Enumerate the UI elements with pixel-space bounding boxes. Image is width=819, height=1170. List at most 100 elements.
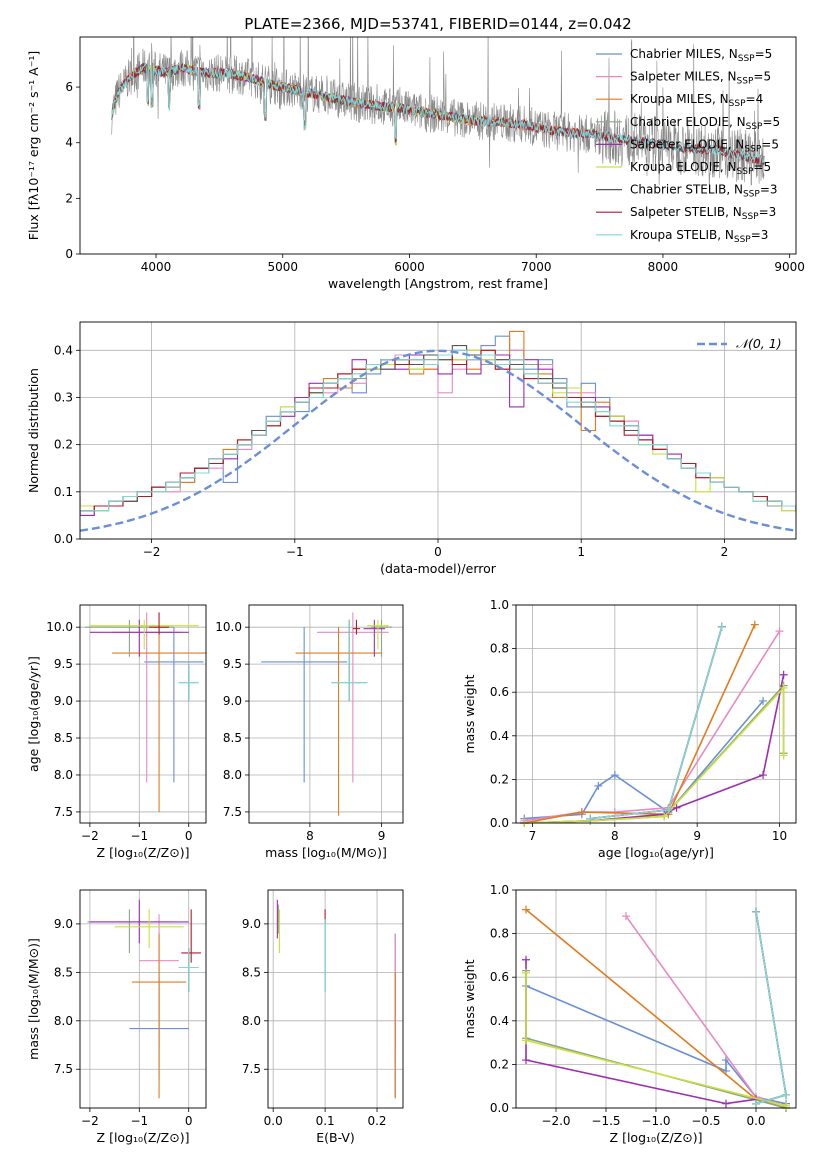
legend-label-sub: SSP (729, 99, 746, 109)
legend-label-sub: SSP (746, 122, 763, 132)
weight-marker (782, 1090, 790, 1099)
x-tick-label: 0 (185, 829, 193, 843)
legend-label-tail: =3 (759, 205, 777, 219)
residuals-axes: −2 −1 0 1 2 0.0 0.1 0.2 0.3 0.4 (data-model)/error… (26, 321, 797, 576)
mass-weight-vs-z-axes: −2.0 −1.5 −1.0 −0.5 0.0 0.0 0.2 0.4 0.6 0.8 1.0 Z [… (462, 883, 797, 1145)
y-tick-label: 8.0 (223, 768, 242, 782)
x-tick-label: 9 (378, 829, 386, 843)
y-tick-label: 0.6 (490, 970, 509, 984)
legend-label: Kroupa ELODIE, NSSP=5 (630, 160, 771, 177)
mass-vs-ebv-panel: 0.0 0.1 0.2 7.5 8.0 8.5 9.0 E(B-V) (242, 889, 404, 1145)
weight-marker (577, 808, 586, 817)
mass-vs-z-panel: −2 −1 0 7.5 8.0 8.5 9.0 Z [log₁₀(Z/Z⊙)] mass [lo… (26, 889, 207, 1145)
y-tick-label: 10.0 (215, 620, 242, 634)
legend-label-tail: =5 (753, 70, 771, 84)
y-tick-label: 0.2 (490, 772, 509, 786)
x-tick-label: 0.0 (264, 1114, 283, 1128)
x-axis-label: Z [log₁₀(Z/Z⊙)] (97, 1130, 190, 1145)
legend-label-text: Salpeter MILES, N (630, 70, 737, 84)
y-tick-label: 7.5 (54, 805, 73, 819)
x-tick-label: 6000 (394, 260, 425, 274)
legend-label: Salpeter ELODIE, NSSP=5 (630, 137, 779, 154)
y-tick-label: 9.0 (242, 917, 261, 931)
x-tick-label: 7000 (521, 260, 552, 274)
legend-label-sub: SSP (738, 54, 755, 64)
y-tick-label: 7.5 (223, 805, 242, 819)
weight-marker (779, 670, 788, 679)
weight-marker (722, 1099, 730, 1108)
mass-vs-z-axes: −2 −1 0 7.5 8.0 8.5 9.0 Z [log₁₀(Z/Z⊙)] mass [lo… (26, 889, 207, 1145)
gaussian-curve (80, 349, 796, 532)
errorbar-kroupa-stelib (178, 664, 199, 702)
weight-marker (594, 781, 603, 790)
y-tick-label: 9.0 (54, 694, 73, 708)
histogram-kroupa-stelib (80, 349, 796, 516)
x-tick-label: −0.5 (691, 1114, 720, 1128)
legend-label-tail: =5 (761, 137, 779, 151)
x-tick-label: −1 (286, 545, 304, 559)
y-axis-label: Flux [fλ10⁻¹⁷ erg cm⁻² s⁻¹ A⁻¹] (26, 51, 41, 240)
errorbar-kroupa-elodie (367, 619, 389, 650)
legend-label: Salpeter MILES, NSSP=5 (630, 70, 771, 87)
age-vs-z-axes: −2 −1 0 7.5 8.0 8.5 9.0 9.5 10.0 Z [log₁₀(Z/Z⊙)] a… (26, 604, 207, 860)
y-tick-label: 0.0 (54, 532, 73, 546)
legend-label: Chabrier STELIB, NSSP=3 (630, 183, 778, 200)
y-axis-label: mass weight (462, 674, 477, 753)
legend-label-text: Kroupa STELIB, N (630, 228, 734, 242)
legend-label-sub: SSP (737, 167, 754, 177)
errorbar-kroupa-stelib (178, 948, 199, 992)
mass-weight-vs-age-marks (520, 620, 788, 827)
legend-label: Chabrier ELODIE, NSSP=5 (630, 115, 780, 132)
errorbar-salpeter-stelib (181, 909, 202, 963)
residuals-legend: 𝒩(0, 1) (697, 336, 782, 351)
mass-vs-ebv-frame (267, 889, 404, 1109)
y-tick-label: 9.5 (54, 657, 73, 671)
weight-marker (775, 627, 784, 636)
mass-weight-vs-age-panel: 7 8 9 10 0.0 0.2 0.4 0.6 0.8 1.0 age [log₁₀(age/yr… (462, 598, 797, 860)
spectrum-marks (111, 37, 765, 191)
weight-marker (622, 912, 630, 921)
weight-marker (522, 905, 530, 914)
x-tick-label: 9 (693, 829, 701, 843)
x-tick-label: −1 (130, 829, 148, 843)
errorbar-kroupa-miles (295, 627, 382, 816)
x-tick-label: 8000 (648, 260, 679, 274)
x-axis-label: mass [log₁₀(M/M⊙)] (265, 845, 387, 860)
mass-vs-ebv-axes: 0.0 0.1 0.2 7.5 8.0 8.5 9.0 E(B-V) (242, 889, 404, 1145)
spectrum-title: PLATE=2366, MJD=53741, FIBERID=0144, z=0… (244, 15, 631, 33)
legend-label: Chabrier MILES, NSSP=5 (630, 47, 772, 64)
x-tick-label: 7 (529, 829, 537, 843)
x-tick-label: 8 (611, 829, 619, 843)
y-tick-label: 4 (65, 136, 73, 150)
legend-label-sub: SSP (734, 235, 751, 245)
model-spectrum-kroupa-stelib (111, 62, 765, 163)
weight-marker (752, 1099, 760, 1108)
y-tick-label: 8.0 (54, 768, 73, 782)
legend-label-tail: =5 (753, 160, 771, 174)
y-tick-label: 8.5 (54, 965, 73, 979)
y-tick-label: 1.0 (490, 883, 509, 897)
x-tick-label: 0 (434, 545, 442, 559)
y-tick-label: 6 (65, 80, 73, 94)
weight-marker (664, 805, 673, 814)
weight-marker (586, 814, 595, 823)
y-tick-label: 1.0 (490, 598, 509, 612)
errorbar-kroupa-miles (131, 933, 187, 1099)
weight-marker (522, 1036, 530, 1045)
x-tick-label: −2.0 (541, 1114, 570, 1128)
legend-label: Salpeter STELIB, NSSP=3 (630, 205, 776, 222)
mass-weight-vs-age-axes: 7 8 9 10 0.0 0.2 0.4 0.6 0.8 1.0 age [log₁₀(age/yr… (462, 598, 797, 860)
x-tick-label: −1 (130, 1114, 148, 1128)
spectrum-axes: 4000 5000 6000 7000 8000 9000 0 2 4 6 wavelength [… (26, 36, 805, 291)
mass-vs-z-grid (80, 890, 206, 1108)
y-axis-label: mass [log₁₀(M/M⊙)] (26, 938, 41, 1060)
y-tick-label: 0.8 (490, 642, 509, 656)
weight-marker (779, 683, 788, 692)
x-tick-label: 0.2 (367, 1114, 386, 1128)
x-axis-label: wavelength [Angstrom, rest frame] (328, 276, 548, 291)
y-tick-label: 2 (65, 191, 73, 205)
x-axis-label: age [log₁₀(age/yr)] (598, 845, 714, 860)
mass-weight-vs-z-panel: −2.0 −1.5 −1.0 −0.5 0.0 0.0 0.2 0.4 0.6 0.8 1.0 Z [… (462, 883, 797, 1145)
weight-marker (759, 696, 768, 705)
